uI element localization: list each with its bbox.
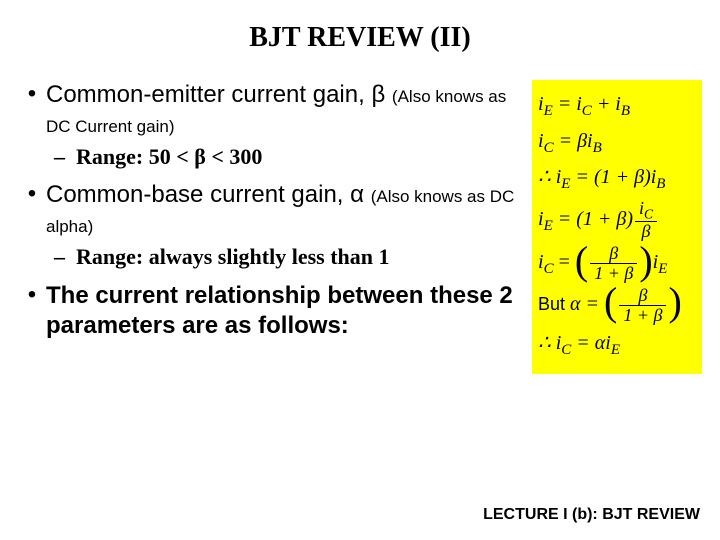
bullet-list: • Common-emitter current gain, β (Also k… <box>18 80 532 374</box>
eq2-sC: C <box>544 140 554 156</box>
eq6-frac: β1 + β <box>619 286 666 325</box>
eq7-sE: E <box>611 342 620 358</box>
rparen: ) <box>639 243 652 279</box>
eq5-sC: C <box>544 261 554 277</box>
bullet-1: • Common-emitter current gain, β (Also k… <box>18 80 524 140</box>
eq1-sC: C <box>582 103 592 119</box>
bullet-2: • Common-base current gain, α (Also know… <box>18 180 524 240</box>
bullet-text: Common-base current gain, α (Also knows … <box>46 180 524 240</box>
eq-1: iE = iC + iB <box>538 89 696 123</box>
eq7-p: ∴ i <box>538 332 561 354</box>
eq4-ns: C <box>644 206 653 221</box>
eq5-rs: E <box>658 261 667 277</box>
eq-6: But α = (β1 + β) <box>538 286 696 325</box>
equation-panel: iE = iC + iB iC = βiB ∴ iE = (1 + β)iB i… <box>532 80 702 374</box>
rparen: ) <box>668 284 681 320</box>
sub-1-text: Range: 50 < β < 300 <box>76 144 262 170</box>
eq6-n: β <box>619 286 666 306</box>
bullet-3-text: The current relationship between these 2… <box>46 281 524 341</box>
lparen: ( <box>604 284 617 320</box>
eq-7: ∴ iC = αiE <box>538 328 696 362</box>
eq-3: ∴ iE = (1 + β)iB <box>538 162 696 196</box>
eq4-sE: E <box>544 217 553 233</box>
eq2-m: = βi <box>554 130 593 152</box>
eq1-m2: + i <box>592 93 621 115</box>
eq7-sC: C <box>561 342 571 358</box>
bullet-text: Common-emitter current gain, β (Also kno… <box>46 80 524 140</box>
eq4-m: = (1 + β) <box>553 207 633 229</box>
eq3-m: = (1 + β)i <box>570 166 656 188</box>
bullet-mark: • <box>18 180 46 240</box>
bullet-mark: • <box>18 80 46 140</box>
eq3-sB: B <box>656 176 665 192</box>
bullet-1-main: Common-emitter current gain, β <box>46 81 392 108</box>
page-title: BJT REVIEW (II) <box>0 0 720 54</box>
eq3-p: ∴ i <box>538 166 561 188</box>
eq-4: iE = (1 + β)iCβ <box>538 199 696 242</box>
equation-box: iE = iC + iB iC = βiB ∴ iE = (1 + β)iB i… <box>532 80 702 374</box>
sub-2-text: Range: always slightly less than 1 <box>76 244 390 270</box>
sub-1: – Range: 50 < β < 300 <box>54 144 524 170</box>
eq7-m: = αi <box>571 332 611 354</box>
bullet-mark: • <box>18 281 46 341</box>
eq6-d: 1 + β <box>619 306 666 325</box>
eq5-n: β <box>590 244 637 264</box>
eq-2: iC = βiB <box>538 126 696 160</box>
dash-mark: – <box>54 144 76 170</box>
dash-mark: – <box>54 244 76 270</box>
eq1-sE: E <box>544 103 553 119</box>
eq1-sB: B <box>621 103 630 119</box>
eq-5: iC = (β1 + β)iE <box>538 244 696 283</box>
but-label: But <box>538 294 570 314</box>
content-area: • Common-emitter current gain, β (Also k… <box>0 54 720 374</box>
bullet-3: • The current relationship between these… <box>18 281 524 341</box>
bullet-2-main: Common-base current gain, α <box>46 181 371 208</box>
sub-2: – Range: always slightly less than 1 <box>54 244 524 270</box>
eq2-sB: B <box>593 140 602 156</box>
footer-text: LECTURE I (b): BJT REVIEW <box>483 506 700 524</box>
eq6-l: α = <box>570 293 604 315</box>
eq4-frac: iCβ <box>635 199 657 242</box>
lparen: ( <box>575 243 588 279</box>
eq5-frac: β1 + β <box>590 244 637 283</box>
eq1-m: = i <box>553 93 582 115</box>
